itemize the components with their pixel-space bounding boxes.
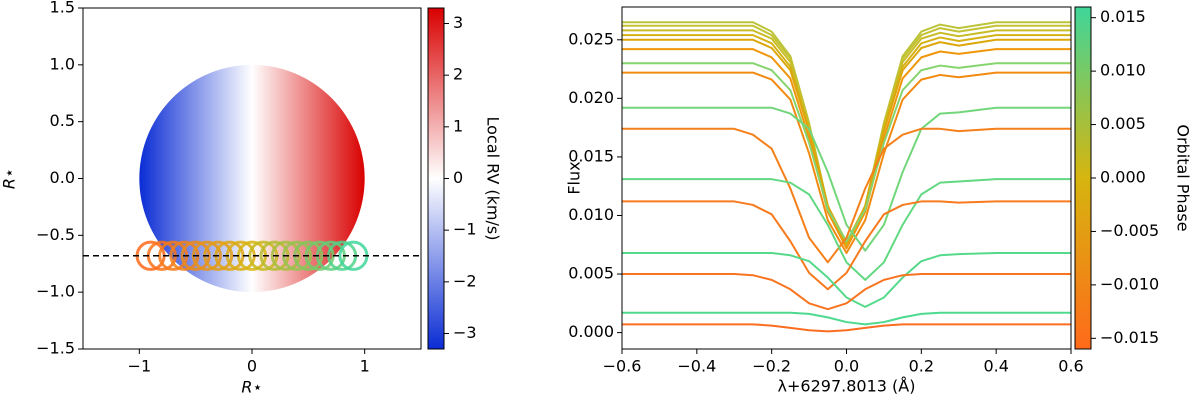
colorbar bbox=[427, 7, 445, 350]
spectrum-line bbox=[622, 71, 1071, 254]
y-tick-label: 0.5 bbox=[50, 111, 75, 130]
spectrum-line bbox=[622, 21, 1071, 249]
y-tick-label: 0.020 bbox=[568, 88, 614, 107]
x-tick-label: 0.0 bbox=[834, 357, 859, 376]
y-axis-label: Flux bbox=[565, 161, 584, 194]
planet-position bbox=[180, 240, 211, 271]
x-tick-label: 0.4 bbox=[983, 357, 1008, 376]
y-tick-label: 0.0 bbox=[50, 168, 75, 187]
colorbar-tick-label: 0.010 bbox=[1100, 61, 1146, 80]
axes-frame bbox=[621, 6, 1072, 350]
y-tick-label: 0.000 bbox=[568, 322, 614, 341]
colorbar-tick-label: 0.005 bbox=[1100, 114, 1146, 133]
spectrum-line bbox=[622, 34, 1071, 245]
x-axis-label: λ+6297.8013 (Å) bbox=[778, 377, 916, 396]
spectrum-line bbox=[622, 323, 1071, 333]
spectrum-line bbox=[622, 273, 1071, 311]
colorbar-tick-label: 3 bbox=[453, 13, 463, 32]
y-tick-label: −1.0 bbox=[36, 282, 75, 301]
x-tick-label: 0.2 bbox=[909, 357, 934, 376]
x-tick-label: 1 bbox=[360, 357, 370, 376]
spectrum-line bbox=[622, 106, 1071, 252]
planet-position bbox=[270, 240, 301, 271]
x-tick-label: −1 bbox=[128, 357, 152, 376]
y-axis-label: R⋆ bbox=[0, 168, 19, 189]
spectrum-line bbox=[622, 29, 1071, 246]
colorbar bbox=[1074, 6, 1092, 350]
spectrum-line bbox=[622, 200, 1071, 291]
spectrum-line bbox=[622, 38, 1071, 244]
y-tick-label: 0.010 bbox=[568, 205, 614, 224]
colorbar-tick-label: −2 bbox=[453, 271, 477, 290]
colorbar-tick-label: 0 bbox=[453, 168, 463, 187]
axes-frame bbox=[82, 7, 422, 350]
y-tick-label: 1.0 bbox=[50, 54, 75, 73]
x-tick-label: −0.2 bbox=[752, 357, 791, 376]
x-tick-label: 0 bbox=[247, 357, 257, 376]
spectrum-line bbox=[622, 62, 1071, 243]
y-tick-label: 0.005 bbox=[568, 264, 614, 283]
colorbar-label: Local RV (km/s) bbox=[484, 117, 503, 241]
colorbar-tick-label: −0.005 bbox=[1100, 221, 1159, 240]
x-tick-label: 0.6 bbox=[1058, 357, 1083, 376]
spectrum-line bbox=[622, 251, 1071, 308]
colorbar-tick-label: −1 bbox=[453, 220, 477, 239]
colorbar-tick-label: 1 bbox=[453, 116, 463, 135]
x-axis-label: R⋆ bbox=[241, 378, 262, 397]
x-tick-label: −0.4 bbox=[677, 357, 716, 376]
colorbar-tick-label: 2 bbox=[453, 65, 463, 84]
y-tick-label: 0.015 bbox=[568, 146, 614, 165]
y-tick-label: −1.5 bbox=[36, 339, 75, 358]
spectrum-line bbox=[622, 178, 1071, 281]
y-tick-label: 1.5 bbox=[50, 0, 75, 17]
y-tick-label: 0.025 bbox=[568, 29, 614, 48]
spectrum-line bbox=[622, 48, 1071, 250]
spectrum-line bbox=[622, 24, 1071, 247]
spectrum-line bbox=[622, 127, 1071, 264]
x-tick-label: −0.6 bbox=[603, 357, 642, 376]
colorbar-label: Orbital Phase bbox=[1174, 124, 1193, 231]
colorbar-tick-label: −0.015 bbox=[1100, 328, 1159, 347]
plot-area bbox=[622, 21, 1071, 333]
spectrum-line bbox=[622, 311, 1071, 326]
stellar-disk bbox=[139, 64, 365, 293]
colorbar-tick-label: −3 bbox=[453, 323, 477, 342]
colorbar-tick-label: 0.015 bbox=[1100, 7, 1146, 26]
colorbar-tick-label: 0.000 bbox=[1100, 168, 1146, 187]
y-tick-label: −0.5 bbox=[36, 225, 75, 244]
colorbar-tick-label: −0.010 bbox=[1100, 274, 1159, 293]
